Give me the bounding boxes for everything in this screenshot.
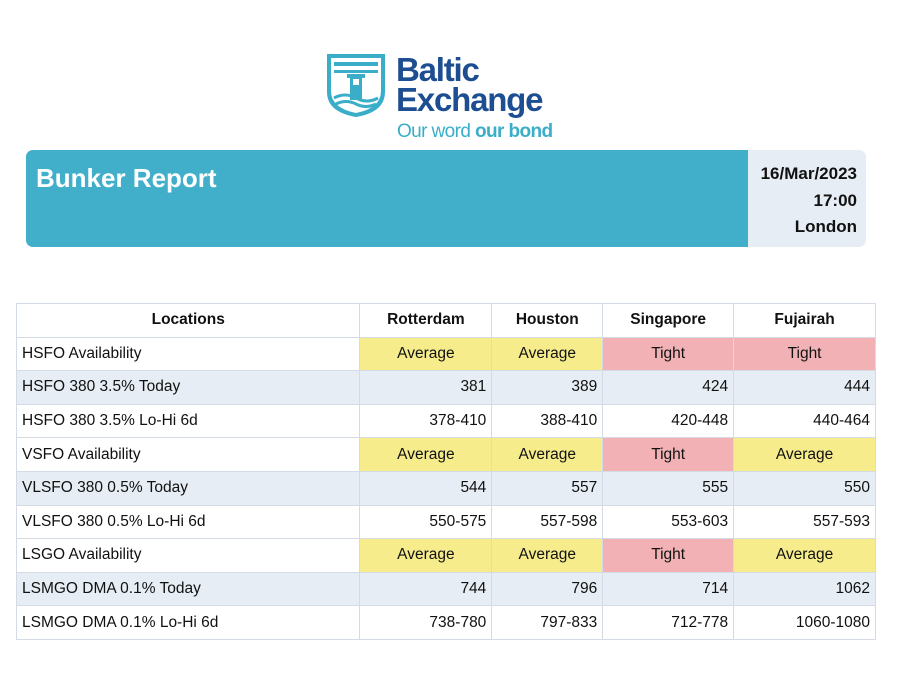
availability-cell-fujairah: Average bbox=[733, 437, 876, 472]
brand-logo: Baltic Exchange Our word our bond bbox=[325, 50, 585, 145]
price-cell-houston: 557 bbox=[491, 470, 604, 506]
price-cell-houston: 557-598 bbox=[491, 504, 604, 540]
availability-cell-rotterdam: Average bbox=[359, 336, 493, 372]
availability-cell-houston: Average bbox=[491, 437, 604, 472]
availability-cell-rotterdam: Average bbox=[359, 538, 493, 573]
price-cell-rotterdam: 738-780 bbox=[359, 605, 493, 640]
table-row: HSFO 380 3.5% Lo-Hi 6d 378-410 388-410 420-… bbox=[15, 403, 876, 439]
report-header-banner: Bunker Report 16/Mar/2023 17:00 London bbox=[26, 150, 866, 247]
column-header-singapore: Singapore bbox=[602, 303, 735, 338]
row-label: LSGO Availability bbox=[15, 538, 361, 573]
table-row: VLSFO 380 0.5% Today 544 557 555 550 bbox=[15, 470, 876, 506]
row-label: LSMGO DMA 0.1% Lo-Hi 6d bbox=[15, 605, 361, 640]
price-cell-fujairah: 1062 bbox=[733, 571, 876, 607]
brand-name-line2: Exchange bbox=[396, 81, 543, 118]
price-cell-singapore: 553-603 bbox=[602, 504, 735, 540]
bunker-price-table: Locations Rotterdam Houston Singapore Fu… bbox=[15, 303, 876, 640]
row-label: HSFO 380 3.5% Lo-Hi 6d bbox=[15, 403, 361, 439]
report-meta: 16/Mar/2023 17:00 London bbox=[761, 161, 857, 241]
tagline-bold: our bond bbox=[475, 121, 553, 142]
price-cell-rotterdam: 544 bbox=[359, 470, 493, 506]
table-header-row: Locations Rotterdam Houston Singapore Fu… bbox=[15, 303, 876, 338]
row-label: HSFO Availability bbox=[15, 336, 361, 372]
row-label: LSMGO DMA 0.1% Today bbox=[15, 571, 361, 607]
row-label: VLSFO 380 0.5% Lo-Hi 6d bbox=[15, 504, 361, 540]
table-row: VLSFO 380 0.5% Lo-Hi 6d 550-575 557-598 553… bbox=[15, 504, 876, 540]
report-time: 17:00 bbox=[813, 190, 857, 210]
table-row: LSGO Availability Average Average Tight Aver… bbox=[15, 538, 876, 573]
table-row: LSMGO DMA 0.1% Lo-Hi 6d 738-780 797-833 712… bbox=[15, 605, 876, 640]
price-cell-rotterdam: 381 bbox=[359, 370, 493, 405]
price-cell-rotterdam: 744 bbox=[359, 571, 493, 607]
column-header-rotterdam: Rotterdam bbox=[359, 303, 493, 338]
price-cell-singapore: 420-448 bbox=[602, 403, 735, 439]
availability-cell-singapore: Tight bbox=[602, 437, 735, 472]
table-row: HSFO Availability Average Average Tight Tigh… bbox=[15, 336, 876, 372]
price-cell-fujairah: 557-593 bbox=[733, 504, 876, 540]
table-row: LSMGO DMA 0.1% Today 744 796 714 1062 bbox=[15, 571, 876, 607]
price-cell-rotterdam: 550-575 bbox=[359, 504, 493, 540]
price-cell-singapore: 712-778 bbox=[602, 605, 735, 640]
report-date: 16/Mar/2023 bbox=[760, 164, 857, 183]
column-header-fujairah: Fujairah bbox=[733, 303, 876, 338]
availability-cell-houston: Average bbox=[491, 336, 604, 372]
price-cell-houston: 797-833 bbox=[491, 605, 604, 640]
brand-name-line1: Baltic bbox=[396, 51, 480, 88]
price-cell-singapore: 714 bbox=[602, 571, 735, 607]
brand-tagline: Our word our bond bbox=[397, 121, 553, 143]
availability-cell-singapore: Tight bbox=[602, 336, 735, 372]
availability-cell-singapore: Tight bbox=[602, 538, 735, 573]
price-cell-fujairah: 440-464 bbox=[733, 403, 876, 439]
title-panel: Bunker Report bbox=[26, 150, 748, 247]
price-cell-houston: 389 bbox=[491, 370, 604, 405]
column-header-locations: Locations bbox=[15, 303, 361, 338]
row-label: VLSFO 380 0.5% Today bbox=[15, 470, 361, 506]
price-cell-houston: 796 bbox=[491, 571, 604, 607]
price-cell-fujairah: 1060-1080 bbox=[733, 605, 876, 640]
table-body: HSFO Availability Average Average Tight Tigh… bbox=[15, 336, 876, 640]
row-label: HSFO 380 3.5% Today bbox=[15, 370, 361, 405]
price-cell-fujairah: 444 bbox=[733, 370, 876, 405]
tagline-regular: Our word bbox=[397, 121, 476, 142]
report-title: Bunker Report bbox=[36, 163, 217, 193]
table-row: VSFO Availability Average Average Tight Aver… bbox=[15, 437, 876, 472]
price-cell-singapore: 555 bbox=[602, 470, 735, 506]
price-cell-singapore: 424 bbox=[602, 370, 735, 405]
availability-cell-houston: Average bbox=[491, 538, 604, 573]
report-location: London bbox=[794, 217, 857, 236]
availability-cell-fujairah: Tight bbox=[733, 336, 876, 372]
availability-cell-rotterdam: Average bbox=[359, 437, 493, 472]
row-label: VSFO Availability bbox=[15, 437, 361, 472]
price-cell-houston: 388-410 bbox=[491, 403, 604, 439]
price-cell-fujairah: 550 bbox=[733, 470, 876, 506]
column-header-houston: Houston bbox=[491, 303, 604, 338]
lighthouse-shield-icon bbox=[327, 54, 385, 117]
table-row: HSFO 380 3.5% Today 381 389 424 444 bbox=[15, 370, 876, 405]
availability-cell-fujairah: Average bbox=[733, 538, 876, 573]
price-cell-rotterdam: 378-410 bbox=[359, 403, 493, 439]
